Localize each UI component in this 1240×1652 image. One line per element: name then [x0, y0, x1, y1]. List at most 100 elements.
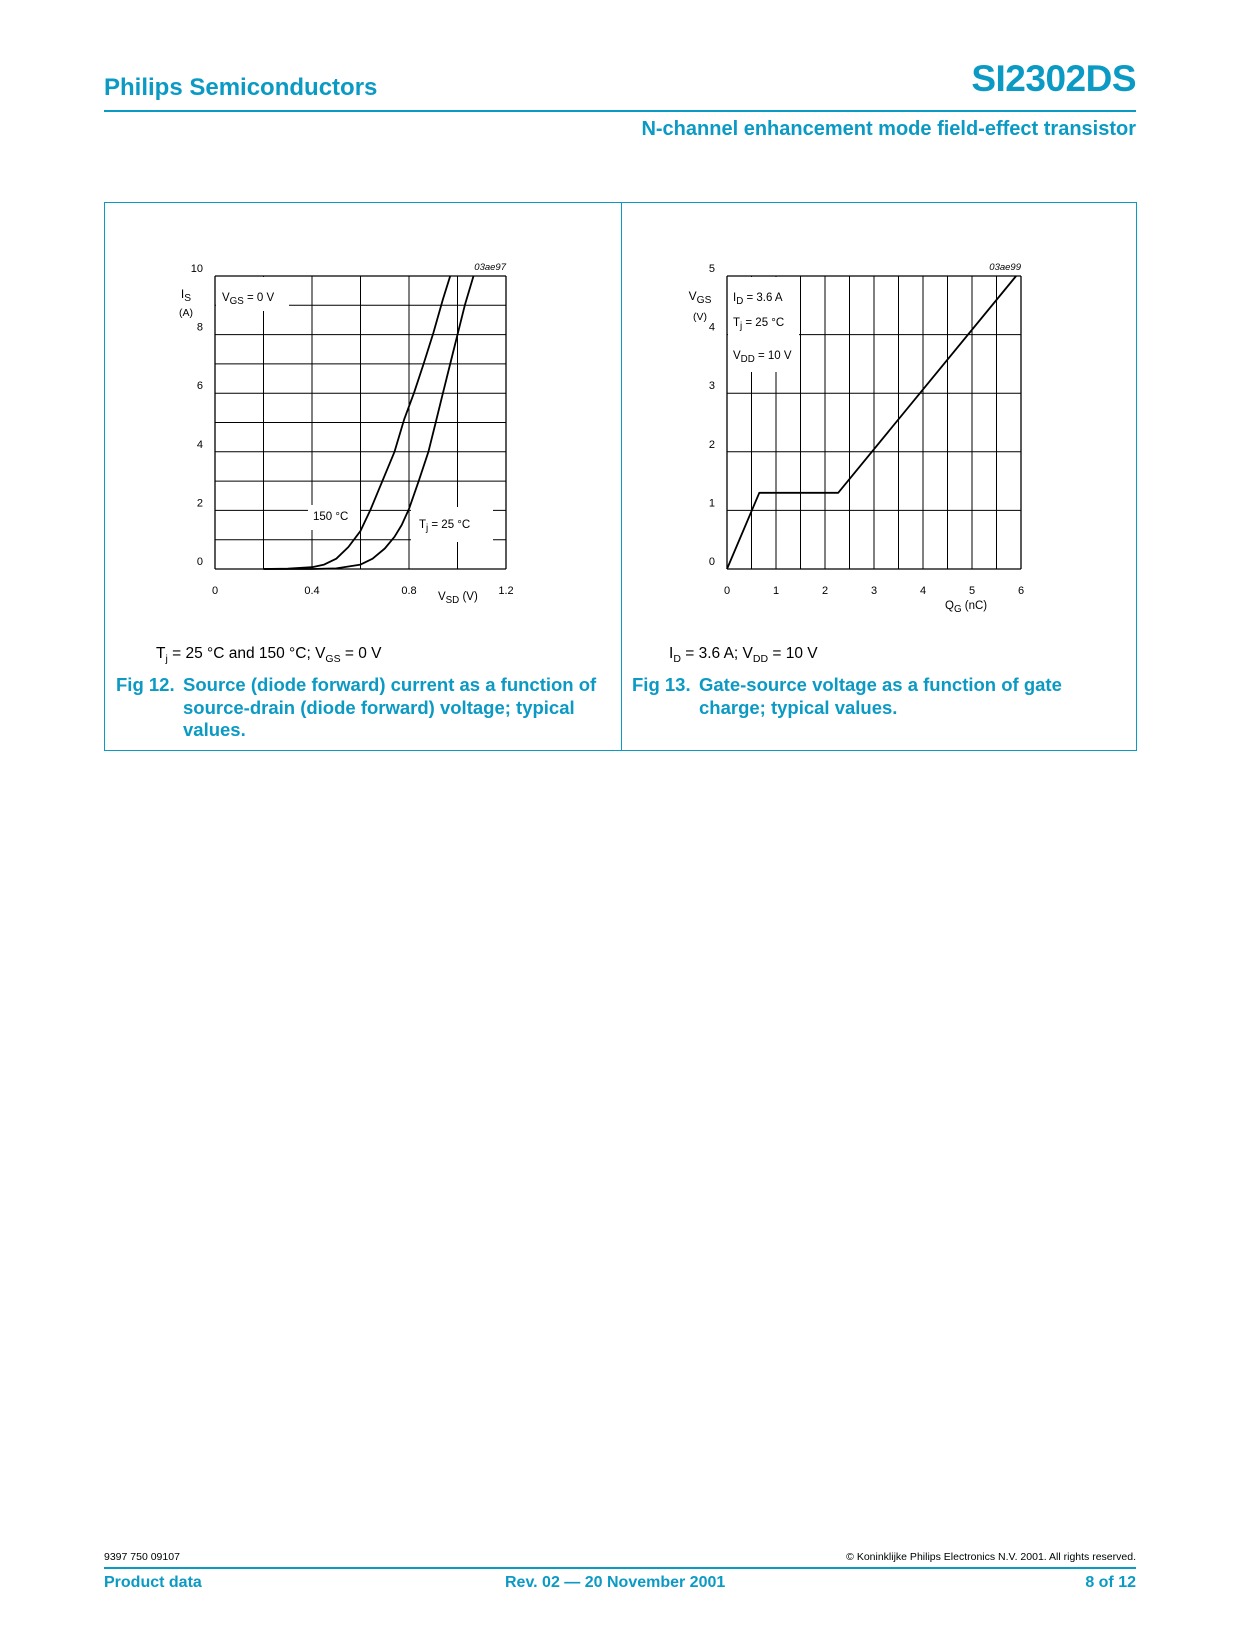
chart-annotation-text: = 3.6 A	[743, 292, 783, 304]
cond-sub: DD	[752, 653, 769, 666]
chart-annotation-text: = 25 °C	[428, 519, 470, 531]
series-line-1	[263, 275, 475, 570]
x-axis-label: VSD (V)	[438, 591, 478, 606]
chart-annotation-text: = 0 V	[244, 292, 275, 304]
cond-text: I	[669, 645, 674, 662]
x-tick-label: 1	[773, 585, 779, 597]
label-mask	[216, 277, 289, 311]
chart-annotation-text: T	[419, 519, 426, 531]
label-mask	[308, 505, 360, 530]
y-tick-label: 4	[197, 439, 203, 451]
cond-text: = 0 V	[340, 645, 382, 662]
y-tick-label: 1	[709, 497, 715, 509]
y-tick-label: 10	[191, 263, 203, 275]
x-tick-label: 1.2	[498, 585, 513, 597]
chart-annotation: Tj = 25 °C	[733, 317, 784, 332]
figure-frame	[104, 202, 1137, 751]
figure-divider	[621, 202, 622, 751]
fig13-caption-text: Gate-source voltage as a function of gat…	[699, 674, 1062, 718]
cond-sub: j	[165, 653, 168, 666]
part-number: SI2302DS	[971, 58, 1136, 99]
series-line-0	[263, 275, 452, 570]
chart-annotation-subscript: GS	[230, 296, 245, 307]
fig12-caption-text: Source (diode forward) current as a func…	[183, 674, 597, 740]
chart-annotation-text: I	[733, 292, 736, 304]
chart-annotation-text: V	[733, 350, 741, 362]
y-axis-label-text: V	[689, 289, 697, 303]
chart-annotation-text: = 10 V	[755, 350, 792, 362]
x-axis-label-text: Q	[945, 600, 954, 612]
cond-text: = 25 °C and 150 °C; V	[167, 645, 326, 662]
y-tick-label: 6	[197, 380, 203, 392]
chart-annotation-text: T	[733, 317, 740, 329]
figure-code: 03ae97	[474, 262, 506, 273]
x-axis-label-text: (nC)	[962, 600, 988, 612]
chart-annotation-text: V	[222, 292, 230, 304]
y-axis-unit: (V)	[693, 311, 707, 323]
series-line-0	[726, 275, 1017, 570]
x-tick-label: 5	[969, 585, 975, 597]
fig12-conditions: Tj = 25 °C and 150 °C; VGS = 0 V	[156, 645, 382, 665]
x-axis-label-subscript: SD	[446, 595, 460, 606]
y-tick-label: 2	[197, 497, 203, 509]
chart-annotation: VDD = 10 V	[733, 350, 792, 365]
cond-text: = 10 V	[768, 645, 818, 662]
cond-text: = 3.6 A; V	[680, 645, 753, 662]
y-tick-label: 0	[197, 556, 203, 568]
chart-annotation-subscript: j	[425, 523, 428, 534]
fig13-caption-number: Fig 13.	[632, 674, 691, 695]
fig12-caption-number: Fig 12.	[116, 674, 175, 695]
header-rule	[104, 110, 1136, 112]
chart-annotation-subscript: j	[739, 321, 742, 332]
y-tick-label: 3	[709, 380, 715, 392]
y-axis-label: IS	[181, 287, 191, 304]
page-number: 8 of 12	[1085, 1574, 1136, 1591]
x-tick-label: 0.8	[401, 585, 416, 597]
x-tick-label: 0	[212, 585, 218, 597]
chart-annotation: ID = 3.6 A	[733, 292, 783, 307]
y-axis-label-text: I	[181, 287, 184, 301]
y-axis-label-subscript: S	[184, 293, 191, 304]
footer-rule	[104, 1567, 1136, 1569]
x-tick-label: 4	[920, 585, 926, 597]
figure-code: 03ae99	[989, 262, 1021, 273]
chart-annotation-text: 150 °C	[313, 511, 348, 523]
y-tick-label: 2	[709, 439, 715, 451]
document-subtitle: N-channel enhancement mode field-effect …	[641, 118, 1136, 140]
y-tick-label: 4	[709, 322, 715, 334]
y-tick-label: 0	[709, 556, 715, 568]
y-tick-label: 8	[197, 322, 203, 334]
x-axis-label-text: (V)	[459, 591, 478, 603]
cond-sub: D	[673, 653, 681, 666]
cond-sub: GS	[325, 653, 341, 666]
chart-annotation: VGS = 0 V	[222, 292, 274, 307]
y-tick-label: 5	[709, 263, 715, 275]
chart-annotation-text: = 25 °C	[742, 317, 784, 329]
chart-annotation-subscript: D	[736, 296, 743, 307]
x-tick-label: 6	[1018, 585, 1024, 597]
revision: Rev. 02 — 20 November 2001	[505, 1574, 726, 1591]
chart-annotation: 150 °C	[313, 511, 348, 523]
x-axis-label: QG (nC)	[945, 600, 987, 615]
company-name: Philips Semiconductors	[104, 74, 378, 101]
label-mask	[728, 277, 799, 372]
x-tick-label: 0.4	[304, 585, 319, 597]
fig13-conditions: ID = 3.6 A; VDD = 10 V	[669, 645, 818, 665]
x-axis-label-subscript: G	[954, 604, 962, 615]
cond-text: T	[156, 645, 166, 662]
document-number: 9397 750 09107	[104, 1551, 180, 1563]
x-tick-label: 0	[724, 585, 730, 597]
y-axis-label-subscript: GS	[697, 295, 712, 306]
label-mask	[411, 507, 493, 542]
chart-annotation-subscript: DD	[741, 354, 755, 365]
copyright: © Koninklijke Philips Electronics N.V. 2…	[846, 1551, 1136, 1563]
y-axis-unit: (A)	[179, 307, 193, 319]
x-axis-label-text: V	[438, 591, 446, 603]
document-type: Product data	[104, 1574, 202, 1591]
x-tick-label: 3	[871, 585, 877, 597]
y-axis-label: VGS	[689, 289, 712, 306]
x-tick-label: 2	[822, 585, 828, 597]
